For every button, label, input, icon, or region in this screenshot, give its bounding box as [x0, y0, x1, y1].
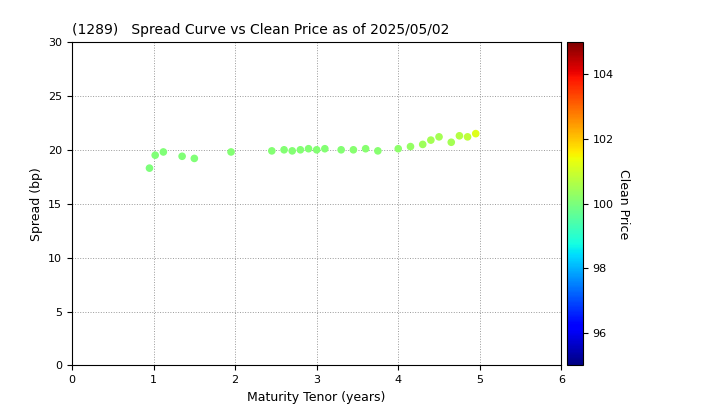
- Point: [470, 130, 482, 137]
- Point: [294, 147, 306, 153]
- Point: [311, 147, 323, 153]
- Point: [189, 155, 200, 162]
- Point: [336, 147, 347, 153]
- Point: [303, 145, 315, 152]
- Point: [462, 134, 473, 140]
- Point: [360, 145, 372, 152]
- Point: [433, 134, 445, 140]
- Point: [348, 147, 359, 153]
- Point: [417, 141, 428, 148]
- Point: [176, 153, 188, 160]
- Y-axis label: Clean Price: Clean Price: [617, 168, 630, 239]
- Point: [279, 147, 290, 153]
- Point: [405, 143, 416, 150]
- Y-axis label: Spread (bp): Spread (bp): [30, 167, 42, 241]
- Point: [150, 152, 161, 158]
- Point: [158, 149, 169, 155]
- Point: [454, 132, 465, 139]
- Point: [392, 145, 404, 152]
- Point: [287, 147, 298, 154]
- Point: [446, 139, 457, 146]
- Point: [144, 165, 156, 171]
- X-axis label: Maturity Tenor (years): Maturity Tenor (years): [248, 391, 386, 404]
- Point: [225, 149, 237, 155]
- Point: [425, 137, 436, 144]
- Point: [266, 147, 278, 154]
- Text: (1289)   Spread Curve vs Clean Price as of 2025/05/02: (1289) Spread Curve vs Clean Price as of…: [72, 23, 449, 37]
- Point: [319, 145, 330, 152]
- Point: [372, 147, 384, 154]
